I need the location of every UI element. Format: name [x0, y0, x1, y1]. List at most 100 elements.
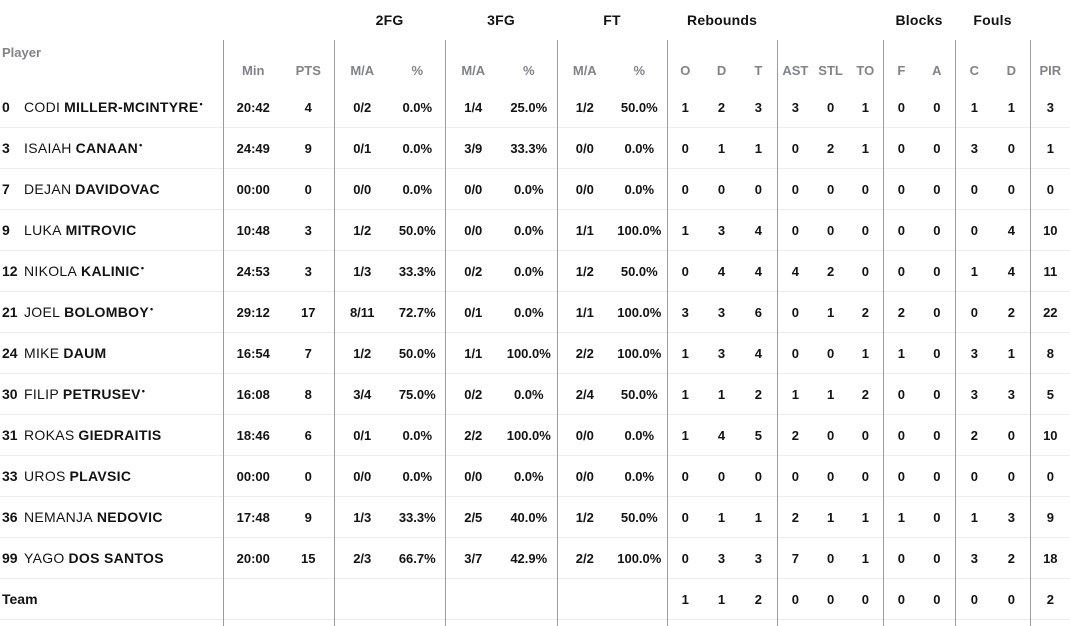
starter-icon: •: [140, 263, 145, 273]
team-row: Team 1 1 2 0 0 0 0 0 0 0 2: [0, 578, 1070, 620]
player-last-name: PETRUSEV: [62, 386, 141, 402]
cell-pir: 0: [1029, 168, 1070, 210]
cell-foul-d: 0: [993, 455, 1031, 497]
cell-2fg-pct: 75.0%: [390, 373, 446, 415]
cell-foul-d: 1: [1007, 99, 1015, 115]
group-header-fouls: Fouls: [973, 12, 1012, 28]
cell-ast: 0: [776, 209, 814, 251]
cell-foul-d: 0: [993, 414, 1031, 456]
cell-pts: 81: [283, 619, 334, 626]
cell-3fg-ma: 3/7: [444, 537, 502, 579]
cell-ast: 0: [776, 332, 814, 374]
cell-blk-f: 1: [882, 496, 920, 538]
cell-2fg-pct: 50.0%: [390, 332, 446, 374]
player-name-cell: Total: [0, 619, 223, 626]
cell-min: 20:42: [222, 87, 283, 128]
cell-blk-f: 0: [882, 537, 920, 579]
player-last-name: DAUM: [63, 345, 107, 361]
starter-icon: •: [149, 304, 154, 314]
cell-foul-c: 0: [954, 209, 994, 251]
cell-reb-d: 1: [703, 496, 741, 538]
cell-ft-pct: 0.0%: [612, 414, 668, 456]
cell-2fg-ma: 3/4: [333, 373, 390, 415]
cell-ft-pct: 100.0%: [612, 291, 668, 333]
cell-3fg-pct: 40.0%: [501, 496, 558, 538]
cell-2fg-pct: 50.0%: [390, 209, 446, 251]
cell-ft-pct: 50.0%: [612, 373, 668, 415]
cell-ast: 0: [776, 127, 814, 169]
cell-pts: 0: [283, 168, 334, 210]
cell-pts: 9: [283, 127, 334, 169]
cell-foul-d: 2: [993, 291, 1031, 333]
cell-ast: 1: [776, 373, 814, 415]
cell-stl: 1: [813, 373, 849, 415]
cell-to: 0: [848, 455, 884, 497]
player-first-name: JOEL: [24, 304, 61, 320]
box-score-body: 0 CODI MILLER-MCINTYRE• 20:42 4 0/2 0.0% 1/4 25…: [0, 87, 1070, 626]
cell-pts: [283, 578, 334, 620]
cell-to: 1: [848, 496, 884, 538]
player-name-cell: 12 NIKOLA KALINIC•: [0, 250, 223, 292]
cell-2fg-pct: 0.0%: [402, 99, 433, 115]
cell-pir: 18: [1029, 537, 1070, 579]
cell-to: 0: [848, 168, 884, 210]
player-last-name: KALINIC: [81, 263, 140, 279]
cell-foul-c: 17: [954, 619, 994, 626]
cell-3fg-ma: 2/5: [444, 496, 502, 538]
cell-reb-t: 1: [740, 496, 778, 538]
cell-3fg-pct: 36.4%: [501, 619, 558, 626]
cell-to: 0: [848, 250, 884, 292]
cell-min: 29:12: [222, 291, 283, 333]
cell-foul-d: 4: [993, 209, 1031, 251]
cell-reb-o: 1: [666, 414, 704, 456]
player-row: 33 UROS PLAVSIC 00:00 0 0/0 0.0% 0/0 0.0% 0/0 0.0…: [0, 455, 1070, 497]
cell-foul-d: 3: [993, 496, 1031, 538]
player-row: 12 NIKOLA KALINIC• 24:53 3 1/3 33.3% 0/2 0.0% 1/…: [0, 250, 1070, 292]
column-header-stl: STL: [818, 63, 843, 78]
cell-ft-ma: 1/1: [556, 291, 613, 333]
column-header-blk-f: F: [882, 40, 920, 87]
cell-reb-o: 1: [666, 373, 704, 415]
cell-2fg-pct: 72.7%: [390, 291, 446, 333]
cell-ast: 7: [776, 537, 814, 579]
cell-3fg-pct: 25.0%: [510, 99, 548, 115]
cell-stl: 0: [813, 537, 849, 579]
jersey-number: 31: [2, 427, 18, 443]
cell-foul-c: 3: [954, 127, 994, 169]
cell-reb-d: 3: [703, 332, 741, 374]
cell-stl: 0: [813, 578, 849, 620]
player-name-cell: Team: [0, 578, 223, 620]
column-header-reb-d: D: [716, 63, 727, 78]
cell-reb-d: 1: [703, 127, 741, 169]
player-name-cell: 99 YAGO DOS SANTOS: [0, 537, 223, 579]
column-header-player: Player: [2, 45, 42, 60]
player-row: 3 ISAIAH CANAAN• 24:49 9 0/1 0.0% 3/9 33.3% 0/0 0…: [0, 127, 1070, 169]
cell-3fg-ma: 0/0: [444, 168, 502, 210]
cell-2fg-ma: 2/3: [333, 537, 390, 579]
cell-foul-c: 2: [954, 414, 994, 456]
cell-2fg-ma: 1/3: [333, 250, 390, 292]
cell-stl: 0: [813, 168, 849, 210]
starter-icon: •: [199, 99, 203, 109]
player-last-name: NEDOVIC: [96, 509, 163, 525]
cell-ast: 4: [776, 250, 814, 292]
column-header-pts: PTS: [295, 63, 321, 78]
player-name-cell: 21 JOEL BOLOMBOY•: [0, 291, 223, 333]
cell-reb-o: 0: [666, 127, 704, 169]
cell-ft-pct: [612, 578, 668, 620]
player-name-cell: 31 ROKAS GIEDRAITIS: [0, 414, 223, 456]
cell-to: 1: [848, 127, 884, 169]
column-header-row: Player Min PTS M/A % M/A % M/A % O D T A…: [0, 40, 1070, 87]
player-first-name: NIKOLA: [24, 263, 78, 279]
group-header-ft: FT: [603, 12, 621, 28]
cell-blk-f: 2: [882, 291, 920, 333]
column-header-to: TO: [856, 63, 875, 78]
column-header-foul-c: C: [954, 40, 994, 87]
cell-3fg-ma: 0/0: [444, 209, 502, 251]
cell-min: 10:48: [222, 209, 283, 251]
player-first-name: UROS: [24, 468, 66, 484]
player-last-name: MILLER-MCINTYRE: [64, 99, 199, 115]
player-first-name: NEMANJA: [24, 509, 93, 525]
